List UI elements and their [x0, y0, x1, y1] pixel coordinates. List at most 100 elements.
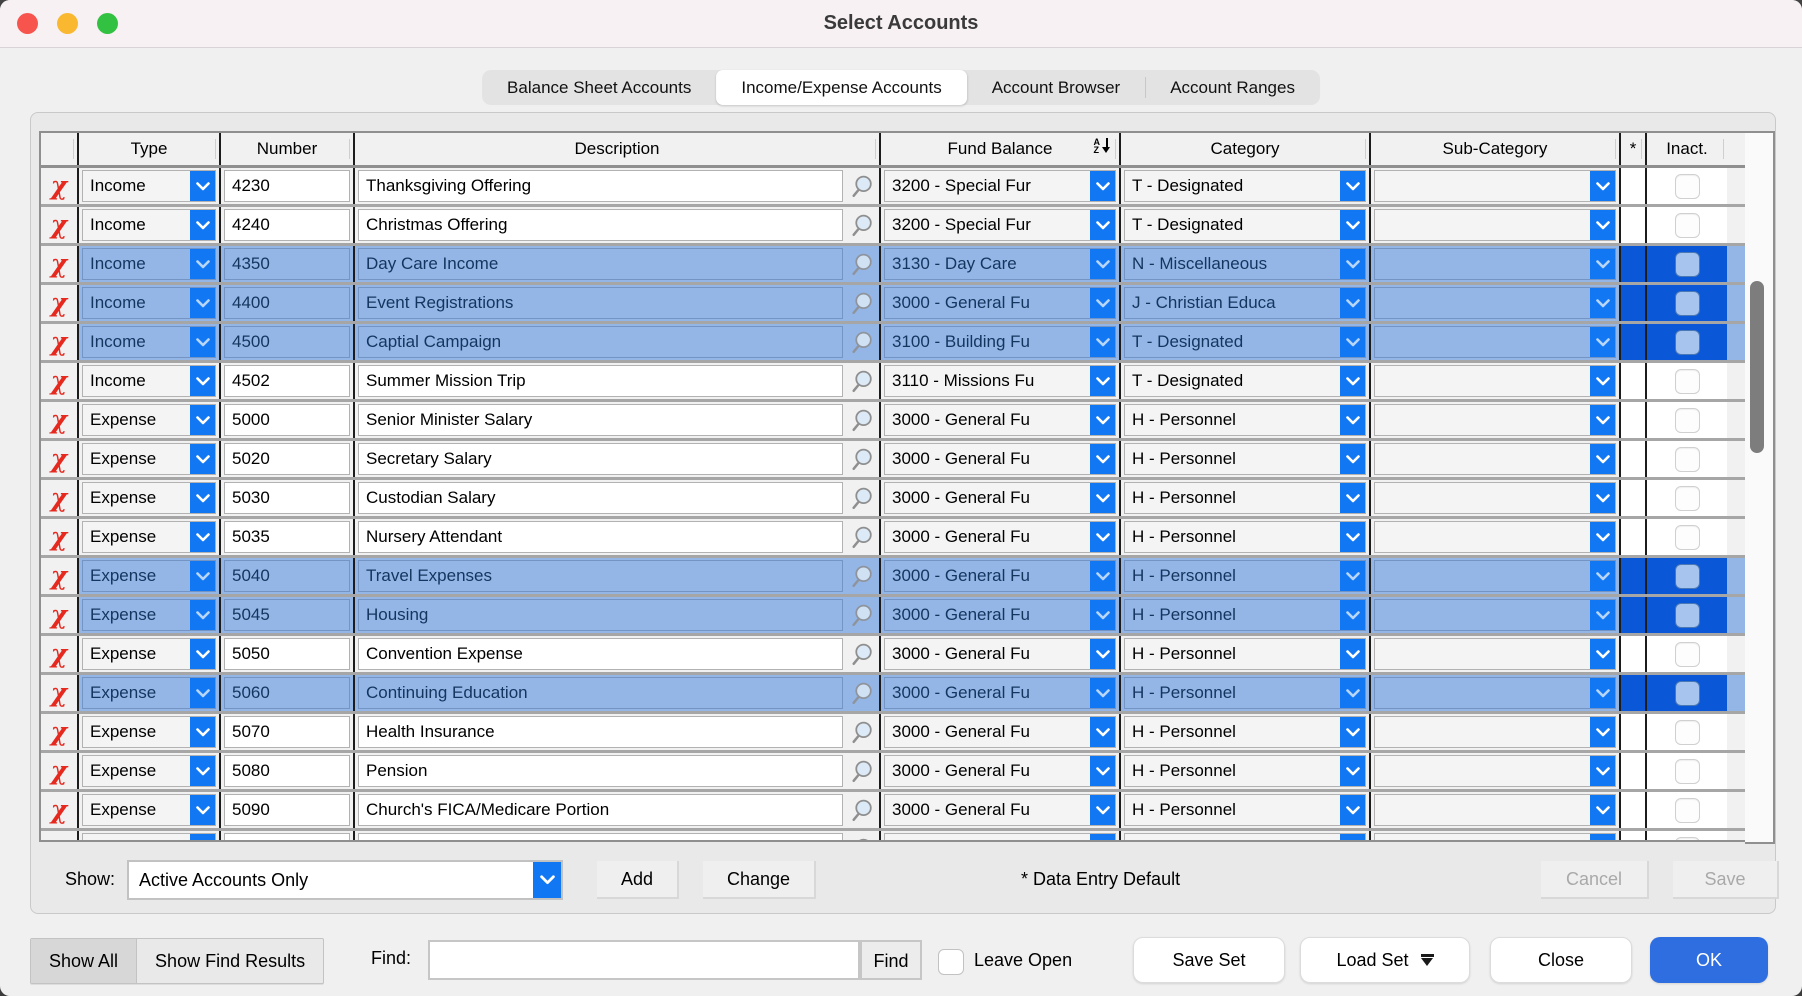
fund-balance-dropdown[interactable]: 3000 - General Fu — [884, 833, 1116, 840]
delete-row-cell[interactable]: χ — [41, 597, 79, 633]
chevron-down-icon[interactable] — [1590, 405, 1615, 435]
delete-row-icon[interactable]: χ — [50, 716, 68, 746]
delete-row-icon[interactable]: χ — [50, 521, 68, 551]
type-dropdown[interactable]: Expense — [82, 794, 216, 826]
close-window-button[interactable] — [17, 13, 38, 34]
number-input[interactable]: 4502 — [224, 365, 350, 397]
tab-balance-sheet-accounts[interactable]: Balance Sheet Accounts — [507, 78, 692, 97]
type-dropdown[interactable]: Expense — [82, 716, 216, 748]
category-dropdown[interactable]: H - Personnel — [1124, 482, 1366, 514]
number-input[interactable]: 5070 — [224, 716, 350, 748]
subcategory-dropdown[interactable] — [1374, 404, 1616, 436]
delete-row-icon[interactable]: χ — [50, 794, 68, 824]
chevron-down-icon[interactable] — [1340, 561, 1365, 591]
subcategory-dropdown[interactable] — [1374, 482, 1616, 514]
category-dropdown[interactable]: J - Christian Educa — [1124, 287, 1366, 319]
description-input[interactable]: Continuing Education — [358, 677, 843, 709]
chevron-down-icon[interactable] — [1090, 483, 1115, 513]
category-dropdown[interactable]: H - Personnel — [1124, 443, 1366, 475]
description-input[interactable]: Nursery Attendant — [358, 521, 843, 553]
change-button[interactable]: Change — [703, 861, 817, 899]
delete-row-icon[interactable]: χ — [50, 170, 68, 200]
type-dropdown[interactable]: Expense — [82, 638, 216, 670]
chevron-down-icon[interactable] — [1590, 795, 1615, 825]
chevron-down-icon[interactable] — [1090, 678, 1115, 708]
inactive-checkbox[interactable] — [1674, 329, 1700, 355]
data-entry-default-cell[interactable] — [1621, 675, 1647, 711]
fund-balance-dropdown[interactable]: 3000 - General Fu — [884, 794, 1116, 826]
cancel-button[interactable]: Cancel — [1541, 861, 1649, 899]
chevron-down-icon[interactable] — [190, 444, 215, 474]
data-entry-default-cell[interactable] — [1621, 246, 1647, 282]
data-entry-default-cell[interactable] — [1621, 324, 1647, 360]
subcategory-dropdown[interactable] — [1374, 287, 1616, 319]
fund-balance-dropdown[interactable]: 3110 - Missions Fu — [884, 365, 1116, 397]
number-input[interactable]: 4230 — [224, 170, 350, 202]
save-set-button[interactable]: Save Set — [1133, 937, 1285, 983]
delete-row-cell[interactable]: χ — [41, 753, 79, 789]
chevron-down-icon[interactable] — [1590, 600, 1615, 630]
category-dropdown[interactable]: H - Personnel — [1124, 599, 1366, 631]
chevron-down-icon[interactable] — [1090, 717, 1115, 747]
number-input[interactable]: 5090 — [224, 794, 350, 826]
chevron-down-icon[interactable] — [1090, 600, 1115, 630]
number-column-header[interactable]: Number — [221, 133, 355, 165]
type-dropdown[interactable]: Income — [82, 209, 216, 241]
inactive-checkbox[interactable] — [1674, 641, 1700, 667]
subcategory-dropdown[interactable] — [1374, 833, 1616, 840]
chevron-down-icon[interactable] — [190, 210, 215, 240]
fund-balance-dropdown[interactable]: 3000 - General Fu — [884, 638, 1116, 670]
category-dropdown[interactable]: T - Designated — [1124, 326, 1366, 358]
search-icon[interactable] — [845, 407, 879, 434]
subcategory-dropdown[interactable] — [1374, 716, 1616, 748]
category-dropdown[interactable]: H - Personnel — [1124, 560, 1366, 592]
subcategory-dropdown[interactable] — [1374, 794, 1616, 826]
chevron-down-icon[interactable] — [190, 171, 215, 201]
inactive-checkbox[interactable] — [1674, 563, 1700, 589]
chevron-down-icon[interactable] — [1090, 522, 1115, 552]
search-icon[interactable] — [845, 368, 879, 395]
chevron-down-icon[interactable] — [1340, 444, 1365, 474]
chevron-down-icon[interactable] — [190, 834, 215, 840]
search-icon[interactable] — [845, 446, 879, 473]
subcategory-dropdown[interactable] — [1374, 209, 1616, 241]
category-column-header[interactable]: Category — [1121, 133, 1371, 165]
chevron-down-icon[interactable] — [1340, 834, 1365, 840]
type-dropdown[interactable]: Income — [82, 248, 216, 280]
chevron-down-icon[interactable] — [1590, 756, 1615, 786]
data-entry-default-cell[interactable] — [1621, 441, 1647, 477]
chevron-down-icon[interactable] — [1340, 327, 1365, 357]
category-dropdown[interactable]: H - Personnel — [1124, 755, 1366, 787]
description-input[interactable]: Summer Mission Trip — [358, 365, 843, 397]
type-dropdown[interactable]: Expense — [82, 560, 216, 592]
data-entry-default-cell[interactable] — [1621, 519, 1647, 555]
data-entry-default-column-header[interactable]: * — [1621, 133, 1647, 165]
inactive-checkbox[interactable] — [1674, 680, 1700, 706]
delete-row-icon[interactable]: χ — [50, 677, 68, 707]
delete-row-icon[interactable]: χ — [51, 836, 67, 841]
delete-row-cell[interactable]: χ — [41, 714, 79, 750]
delete-row-cell[interactable]: χ — [41, 285, 79, 321]
description-column-header[interactable]: Description — [355, 133, 881, 165]
delete-row-cell[interactable]: χ — [41, 792, 79, 828]
subcategory-dropdown[interactable] — [1374, 599, 1616, 631]
delete-row-cell[interactable]: χ — [41, 363, 79, 399]
delete-row-icon[interactable]: χ — [50, 560, 68, 590]
inactive-checkbox[interactable] — [1674, 719, 1700, 745]
search-icon[interactable] — [845, 173, 879, 200]
inactive-checkbox[interactable] — [1674, 368, 1700, 394]
chevron-down-icon[interactable] — [1090, 756, 1115, 786]
chevron-down-icon[interactable] — [1340, 366, 1365, 396]
chevron-down-icon[interactable] — [1340, 171, 1365, 201]
delete-row-cell[interactable]: χ — [41, 558, 79, 594]
chevron-down-icon[interactable] — [190, 717, 215, 747]
type-dropdown[interactable]: Income — [82, 326, 216, 358]
data-entry-default-cell[interactable] — [1621, 558, 1647, 594]
subcategory-dropdown[interactable] — [1374, 521, 1616, 553]
number-input[interactable]: 4350 — [224, 248, 350, 280]
leave-open-checkbox[interactable] — [938, 949, 964, 975]
search-icon[interactable] — [845, 680, 879, 707]
category-dropdown[interactable]: H - Personnel — [1124, 677, 1366, 709]
fund-balance-dropdown[interactable]: 3000 - General Fu — [884, 716, 1116, 748]
